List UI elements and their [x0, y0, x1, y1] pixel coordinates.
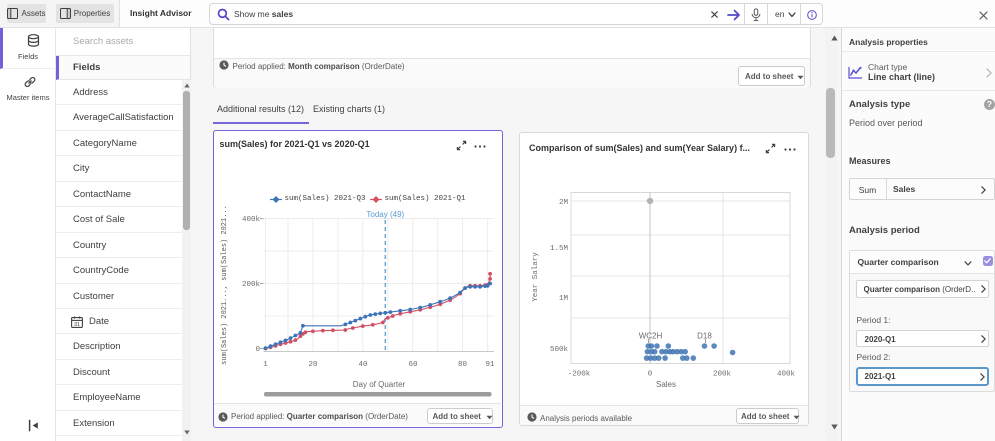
svg-text:-200k: -200k [568, 371, 591, 379]
svg-text:0: 0 [648, 371, 653, 379]
svg-text:91: 91 [485, 361, 495, 369]
svg-text:60: 60 [408, 361, 418, 369]
svg-text:1.5M: 1.5M [550, 245, 569, 253]
svg-text:1M: 1M [559, 295, 569, 303]
svg-text:20: 20 [308, 361, 318, 369]
svg-text:2M: 2M [559, 199, 569, 207]
svg-text:200k: 200k [713, 371, 732, 379]
svg-text:31: 31 [74, 322, 80, 328]
svg-text:WC2H: WC2H [639, 332, 663, 341]
svg-text:400k: 400k [242, 216, 261, 224]
svg-text:400k: 400k [777, 371, 796, 379]
svg-text:Day of Quarter: Day of Quarter [353, 380, 406, 389]
svg-text:200k: 200k [242, 281, 261, 289]
svg-text:1: 1 [263, 361, 268, 369]
svg-text:Today (49): Today (49) [366, 210, 404, 219]
svg-text:500k: 500k [550, 346, 569, 354]
svg-text:Sales: Sales [656, 380, 676, 389]
svg-text:80: 80 [458, 361, 468, 369]
svg-text:0: 0 [255, 346, 260, 354]
svg-text:D18: D18 [697, 332, 712, 341]
svg-text:40: 40 [358, 361, 368, 369]
